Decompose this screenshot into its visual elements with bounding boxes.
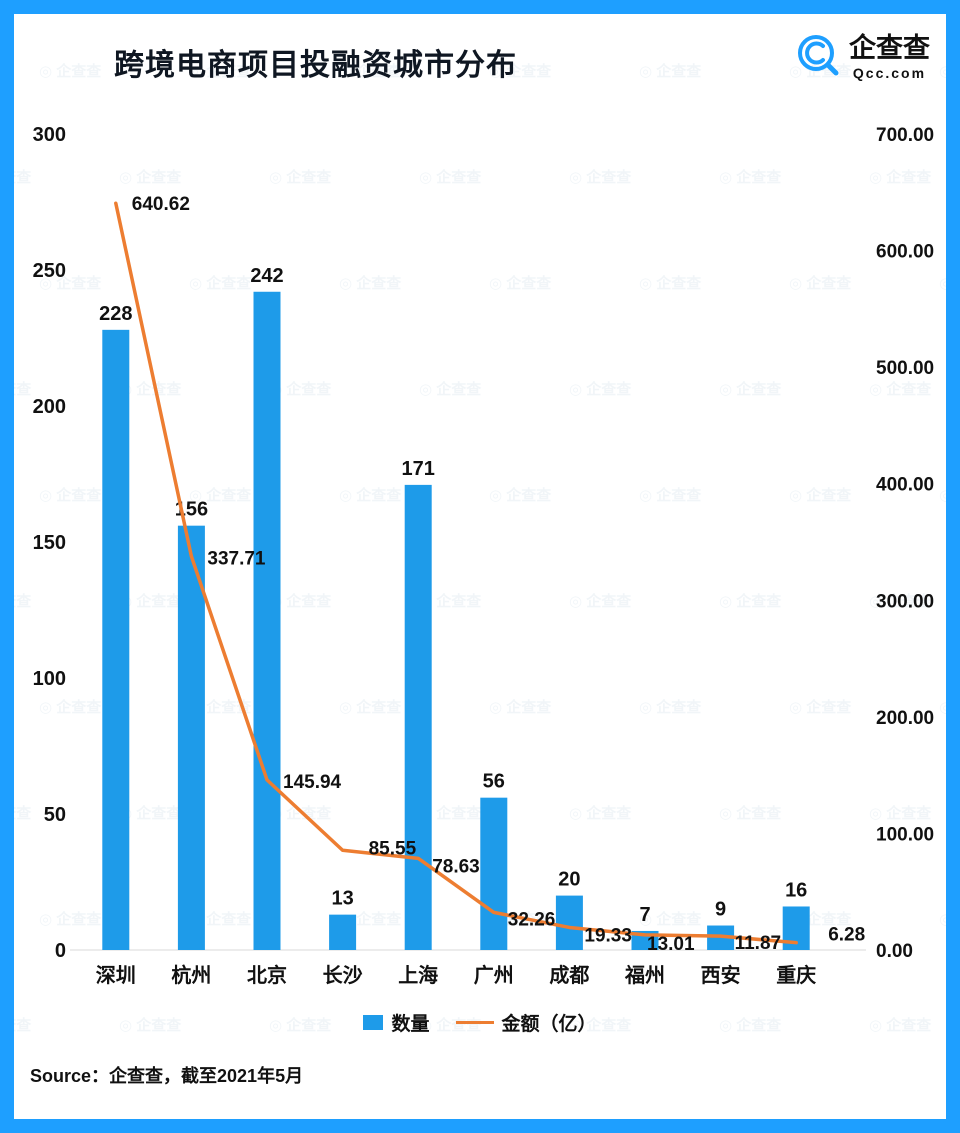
legend-count-label: 数量 — [391, 1014, 430, 1035]
x-axis-label: 杭州 — [171, 963, 211, 987]
bar-杭州 — [177, 525, 205, 950]
right-axis-tick: 600.00 — [876, 242, 934, 263]
amount-line — [114, 201, 798, 945]
legend-line-swatch — [455, 1021, 494, 1024]
bar-value-label: 7 — [639, 904, 650, 926]
line-value-label: 640.62 — [132, 194, 190, 215]
x-axis-label: 长沙 — [323, 964, 363, 987]
bar-成都 — [555, 895, 583, 950]
right-axis-tick: 400.00 — [876, 475, 934, 496]
legend-item-amount: 金额（亿） — [455, 1009, 597, 1036]
left-axis-tick: 0 — [55, 940, 66, 962]
right-axis-tick: 300.00 — [876, 591, 934, 612]
bar-value-label: 171 — [402, 458, 435, 480]
left-axis-tick: 100 — [33, 668, 66, 690]
left-axis-tick: 50 — [44, 804, 66, 826]
line-value-label: 85.55 — [369, 838, 417, 859]
right-axis-tick: 700.00 — [876, 125, 934, 146]
x-axis-label: 上海 — [398, 963, 438, 987]
line-value-label: 13.01 — [647, 934, 695, 955]
bar-深圳 — [102, 329, 130, 951]
x-axis-label: 成都 — [549, 963, 589, 987]
bar-value-label: 242 — [250, 265, 283, 287]
line-value-label: 11.87 — [735, 933, 782, 954]
header: 跨境电商项目投融资城市分布 企查查 Qcc.com — [14, 14, 946, 102]
bar-value-label: 20 — [558, 869, 580, 891]
bar-value-label: 56 — [483, 771, 505, 793]
left-axis-tick: 250 — [33, 260, 66, 282]
logo-brand: 企查查 — [849, 32, 930, 63]
right-axis-tick: 200.00 — [876, 708, 934, 729]
bar-value-label: 9 — [715, 899, 726, 921]
bar-广州 — [480, 797, 508, 950]
legend-item-count: 数量 — [363, 1009, 430, 1036]
source-note: Source：企查查，截至2021年5月 — [30, 1066, 304, 1086]
bar-value-label: 228 — [99, 303, 132, 325]
bar-北京 — [253, 291, 281, 950]
line-value-label: 145.94 — [283, 772, 342, 793]
chart-legend: 数量 金额（亿） — [14, 1009, 946, 1036]
combo-chart: 0 50 100 150 200 250 300 0.00 100.00 200.00 300.00… — [14, 102, 946, 995]
line-value-label: 19.33 — [584, 925, 632, 946]
page-title: 跨境电商项目投融资城市分布 — [114, 49, 517, 82]
right-axis-tick: 0.00 — [876, 941, 913, 962]
bar-value-label: 16 — [785, 879, 807, 901]
legend-amount-label: 金额（亿） — [501, 1014, 597, 1035]
logo-domain: Qcc.com — [852, 64, 927, 81]
left-axis-tick: 200 — [33, 396, 66, 418]
qcc-logo-icon — [795, 32, 841, 83]
x-axis-label: 北京 — [247, 963, 287, 987]
combo-chart-svg: 0 50 100 150 200 250 300 0.00 100.00 200.00 300.00… — [33, 124, 935, 987]
bar-上海 — [404, 484, 432, 950]
bar-长沙 — [329, 914, 357, 950]
line-value-label: 337.71 — [207, 548, 266, 569]
right-axis-tick: 500.00 — [876, 358, 934, 379]
right-axis-tick: 100.00 — [876, 824, 934, 845]
x-axis-label: 广州 — [474, 963, 514, 987]
legend-bar-swatch — [363, 1015, 384, 1030]
x-axis-label: 福州 — [624, 964, 665, 987]
x-axis-label: 深圳 — [96, 964, 136, 987]
x-axis-label: 西安 — [701, 963, 741, 987]
line-value-label: 32.26 — [508, 909, 556, 930]
line-value-label: 6.28 — [828, 925, 865, 946]
left-axis-tick: 150 — [33, 532, 66, 554]
bar-value-label: 13 — [331, 888, 353, 910]
qcc-logo: 企查查 Qcc.com — [795, 32, 930, 83]
x-axis-label: 重庆 — [776, 963, 816, 987]
line-value-label: 78.63 — [432, 856, 480, 877]
left-axis-tick: 300 — [33, 124, 66, 146]
logo-texts: 企查查 Qcc.com — [849, 32, 930, 81]
